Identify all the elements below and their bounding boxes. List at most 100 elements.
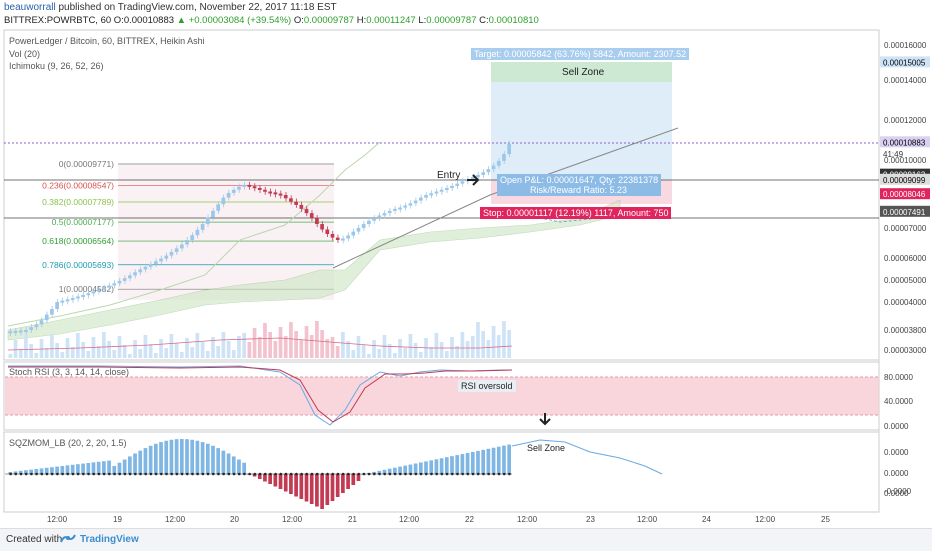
sqz-bar bbox=[268, 474, 272, 484]
volume-bar bbox=[179, 352, 184, 358]
candle bbox=[341, 238, 345, 241]
price-marker: 0.00010883 bbox=[883, 138, 926, 147]
candle bbox=[268, 191, 272, 194]
volume-bar bbox=[392, 353, 397, 358]
sqz-bar bbox=[465, 453, 470, 474]
mom-tick: -0.0000 bbox=[884, 487, 912, 496]
volume-bar bbox=[455, 346, 460, 358]
price-marker-bg bbox=[880, 205, 930, 217]
volume-bar bbox=[403, 348, 408, 358]
candle bbox=[470, 177, 475, 180]
stoch-tick: 80.0000 bbox=[884, 373, 913, 382]
chart-canvas[interactable]: 0(0.00009771) 0.236(0.00008547) 0.382(0.00… bbox=[0, 0, 932, 528]
sqz-bar bbox=[96, 461, 101, 474]
volume-bar bbox=[96, 346, 101, 358]
volume-bar bbox=[335, 346, 340, 358]
candle bbox=[242, 184, 247, 187]
candle bbox=[96, 289, 101, 292]
stochrsi-label: Stoch RSI (3, 3, 14, 14, close) bbox=[9, 367, 130, 377]
sell-zone2-label: Sell Zone bbox=[527, 443, 566, 453]
candle bbox=[102, 287, 106, 290]
sqz-bar bbox=[91, 462, 96, 474]
candle bbox=[107, 285, 111, 288]
candle bbox=[65, 299, 70, 302]
candle bbox=[372, 218, 376, 221]
candle bbox=[195, 229, 200, 236]
sqz-bar bbox=[387, 468, 392, 474]
sqz-bar bbox=[315, 474, 319, 507]
tradingview-brand[interactable]: TradingView bbox=[80, 534, 139, 545]
candle bbox=[299, 204, 304, 209]
sqz-bar bbox=[304, 474, 309, 502]
candle bbox=[91, 291, 96, 294]
candle bbox=[408, 203, 413, 206]
candle bbox=[476, 174, 480, 178]
volume-bar bbox=[444, 351, 449, 358]
o-value: 0.00009787 bbox=[303, 15, 355, 26]
ohlc-prefix: O: bbox=[113, 15, 124, 26]
candle bbox=[153, 261, 158, 265]
symbol-label: BITTREX:POWRBTC, 60 bbox=[4, 15, 112, 26]
volume-bar bbox=[117, 336, 122, 358]
sqz-bar bbox=[34, 469, 39, 474]
volume-bar bbox=[44, 348, 49, 358]
sqz-bar bbox=[403, 465, 408, 474]
sqz-bar bbox=[112, 466, 117, 474]
volume-bar bbox=[164, 348, 169, 358]
volume-bar bbox=[257, 337, 262, 358]
candle bbox=[122, 278, 127, 281]
sqz-bar bbox=[486, 448, 491, 474]
time-tick: 12:00 bbox=[637, 515, 658, 524]
time-tick: 12:00 bbox=[755, 515, 776, 524]
sqz-bar bbox=[174, 439, 179, 474]
volume-bar bbox=[361, 345, 366, 358]
sqz-bar bbox=[185, 439, 189, 474]
candle bbox=[263, 189, 267, 192]
mom-tick: 0.0000 bbox=[884, 489, 909, 498]
price-tick: 0.00005000 bbox=[884, 276, 927, 285]
volume-bar bbox=[351, 350, 356, 358]
volume-bar bbox=[200, 342, 205, 358]
sqz-bar bbox=[107, 460, 111, 474]
volume-bar bbox=[491, 326, 496, 358]
sqz-bar bbox=[102, 461, 106, 474]
time-tick: 12:00 bbox=[517, 515, 538, 524]
volume-bar bbox=[237, 336, 241, 358]
open-value: 0.00010883 bbox=[123, 15, 175, 26]
sell-zone-box bbox=[491, 62, 672, 82]
sqz-bar bbox=[460, 454, 465, 474]
sqz-bar bbox=[278, 474, 283, 489]
volume-bar bbox=[55, 343, 59, 358]
candle bbox=[325, 229, 330, 234]
chart-title: PowerLedger / Bitcoin, 60, BITTREX, Heik… bbox=[9, 36, 205, 46]
price-tick: 0.00004000 bbox=[884, 298, 927, 307]
price-tick: 0.00016000 bbox=[884, 41, 927, 50]
sqz-bar bbox=[128, 456, 132, 474]
sqz-bar bbox=[211, 445, 215, 474]
sqz-bar bbox=[481, 449, 486, 474]
volume-bar bbox=[330, 337, 335, 358]
sqz-bar bbox=[50, 467, 54, 474]
volume-bar bbox=[29, 344, 33, 358]
sqz-bar bbox=[330, 474, 335, 501]
candle bbox=[18, 330, 23, 333]
ohlc-line: BITTREX:POWRBTC, 60 O:0.00010883 ▲ +0.00… bbox=[4, 15, 539, 26]
sqz-bar bbox=[237, 459, 241, 474]
volume-bar bbox=[231, 350, 236, 358]
price-marker-bg bbox=[880, 173, 930, 185]
sqz-bar bbox=[13, 471, 18, 474]
sqz-bar bbox=[470, 451, 475, 474]
candle bbox=[387, 210, 392, 214]
volume-bar bbox=[138, 349, 143, 358]
sqz-bar bbox=[382, 469, 387, 474]
price-tick: 0.00010000 bbox=[884, 156, 927, 165]
price-marker: 0.00015005 bbox=[883, 58, 926, 67]
author-link[interactable]: beauworrall bbox=[4, 2, 56, 13]
open-pl-text: Open P&L: 0.00001647, Qty: 22381378 bbox=[500, 175, 659, 185]
l-label: L: bbox=[418, 15, 427, 26]
volume-bar bbox=[143, 335, 148, 358]
candle bbox=[320, 224, 324, 230]
sqz-bar bbox=[65, 465, 70, 474]
price-marker: 0.00008046 bbox=[883, 190, 926, 199]
sqz-bar bbox=[169, 439, 174, 474]
